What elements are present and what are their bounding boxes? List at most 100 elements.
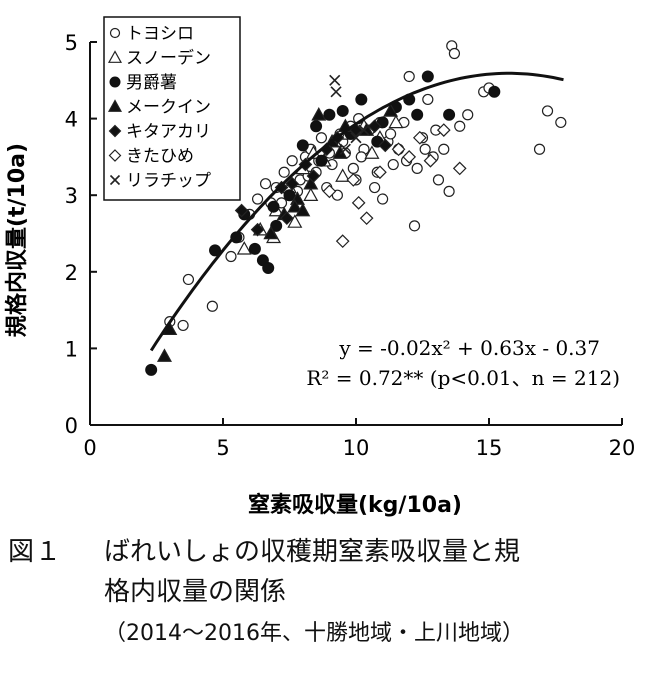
- data-point: [310, 120, 323, 133]
- data-point: [236, 241, 252, 255]
- data-point: [234, 203, 249, 218]
- legend-label: トヨシロ: [126, 24, 194, 44]
- legend-label: メークイン: [126, 98, 211, 118]
- data-point: [306, 169, 321, 183]
- data-point: [384, 128, 397, 140]
- caption-title-row: 図１ ばれいしょの収穫期窒素吸収量と規: [8, 532, 648, 572]
- data-point: [182, 273, 195, 286]
- data-point: [109, 76, 121, 88]
- data-point: [364, 145, 380, 159]
- data-point: [230, 231, 243, 244]
- data-point: [285, 176, 300, 191]
- scatter-chart: 0 5 10 15 20 0 1 2 3 4 5 規格内収量(t/10a) 窒素吸収量(kg/10…: [4, 16, 636, 518]
- data-point: [248, 242, 261, 255]
- x-tick-label: 5: [216, 436, 229, 460]
- data-point: [287, 198, 303, 213]
- data-point: [109, 174, 121, 186]
- y-tick-label: 5: [65, 31, 78, 55]
- data-point: [421, 70, 434, 83]
- figure-caption: 図１ ばれいしょの収穫期窒素吸収量と規 格内収量の関係 （2014〜2016年、…: [8, 532, 648, 652]
- data-point: [315, 132, 328, 144]
- plot-area: 0 5 10 15 20 0 1 2 3 4 5: [65, 31, 636, 460]
- data-point: [270, 219, 283, 232]
- data-point: [206, 300, 218, 312]
- data-point: [383, 103, 399, 117]
- y-tick-label: 1: [65, 337, 78, 361]
- data-point: [250, 222, 265, 237]
- data-point: [454, 120, 466, 132]
- data-point: [452, 161, 467, 176]
- r-squared-label: R² = 0.72** (p<0.01、n = 212): [306, 366, 620, 390]
- x-ticks: 0 5 10 15 20: [83, 418, 635, 460]
- data-point: [263, 225, 279, 240]
- data-point: [156, 348, 172, 362]
- data-point: [322, 184, 337, 199]
- data-point: [533, 143, 546, 155]
- x-tick-label: 10: [343, 436, 370, 460]
- data-point: [209, 244, 222, 257]
- data-point: [443, 185, 455, 197]
- data-point: [259, 178, 272, 190]
- data-point: [315, 154, 328, 167]
- data-point: [283, 189, 296, 202]
- data-point: [443, 108, 456, 121]
- data-points: [145, 40, 567, 376]
- y-axis-label: 規格内収量(t/10a): [4, 143, 30, 337]
- legend-label: 男爵薯: [126, 73, 177, 93]
- data-point: [358, 124, 370, 136]
- data-point: [108, 124, 122, 138]
- caption-title-continued: 格内収量の関係: [104, 577, 287, 607]
- data-point: [251, 193, 264, 205]
- data-point: [323, 108, 336, 121]
- x-tick-label: 20: [609, 436, 636, 460]
- data-point: [335, 234, 350, 249]
- data-point: [329, 74, 341, 86]
- data-point: [330, 86, 342, 98]
- y-tick-label: 3: [65, 184, 78, 208]
- data-point: [412, 130, 427, 145]
- data-point: [346, 173, 361, 187]
- legend-box: [103, 16, 241, 201]
- data-point: [279, 211, 294, 226]
- data-point: [411, 162, 423, 174]
- data-point: [391, 142, 406, 157]
- data-point: [278, 166, 290, 178]
- data-point: [335, 168, 351, 182]
- data-point: [295, 202, 311, 217]
- x-axis-label: 窒素吸収量(kg/10a): [248, 492, 462, 518]
- data-point: [388, 114, 404, 129]
- data-point: [274, 180, 289, 195]
- data-point: [225, 250, 237, 263]
- data-point: [177, 319, 189, 332]
- data-point: [408, 220, 421, 232]
- data-point: [267, 200, 280, 213]
- data-point: [108, 149, 122, 162]
- data-point: [303, 175, 319, 190]
- data-point: [488, 85, 501, 98]
- data-point: [378, 138, 393, 153]
- regression-equation: y = -0.02x² + 0.63x - 0.37: [338, 336, 600, 360]
- caption-title: ばれいしょの収穫期窒素吸収量と規: [104, 537, 521, 567]
- data-point: [373, 165, 387, 180]
- data-point: [411, 108, 424, 121]
- data-point: [403, 70, 415, 83]
- y-tick-label: 4: [65, 108, 78, 132]
- data-point: [145, 363, 158, 376]
- x-tick-label: 15: [476, 436, 503, 460]
- data-point: [367, 119, 382, 134]
- data-point: [287, 214, 303, 228]
- data-point: [377, 193, 389, 205]
- caption-subtitle: （2014〜2016年、十勝地域・上川地域）: [104, 621, 524, 646]
- data-point: [387, 158, 399, 171]
- data-point: [422, 93, 434, 106]
- x-tick-label: 0: [83, 436, 96, 460]
- regression-curve: [149, 71, 564, 352]
- data-point: [541, 105, 554, 117]
- data-point: [303, 187, 319, 201]
- data-point: [462, 109, 474, 121]
- data-point: [311, 107, 327, 121]
- data-point: [262, 261, 275, 274]
- data-point: [355, 151, 367, 163]
- data-point: [438, 143, 450, 155]
